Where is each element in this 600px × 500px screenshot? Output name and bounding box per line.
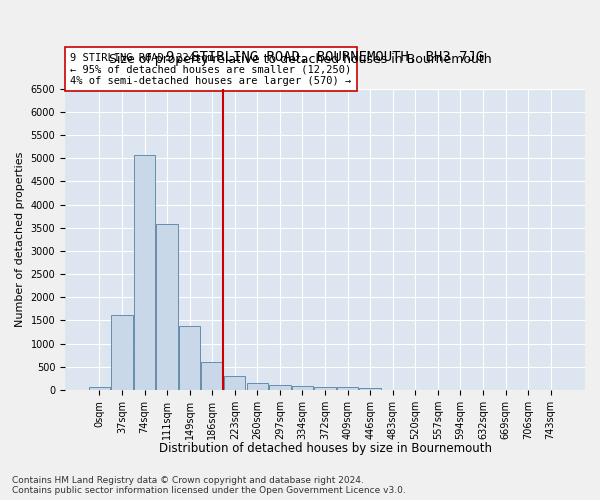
Bar	[134, 155, 155, 390]
Bar	[179, 326, 200, 390]
Bar	[359, 388, 381, 390]
Text: 9 STIRLING ROAD: 224sqm
← 95% of detached houses are smaller (12,250)
4% of semi: 9 STIRLING ROAD: 224sqm ← 95% of detache…	[70, 52, 352, 86]
Bar	[314, 387, 336, 390]
Bar	[157, 224, 178, 390]
Bar	[269, 385, 290, 390]
Text: Size of property relative to detached houses in Bournemouth: Size of property relative to detached ho…	[109, 52, 491, 66]
Bar	[89, 386, 110, 390]
Y-axis label: Number of detached properties: Number of detached properties	[15, 152, 25, 327]
Text: Contains HM Land Registry data © Crown copyright and database right 2024.
Contai: Contains HM Land Registry data © Crown c…	[12, 476, 406, 495]
Bar	[337, 388, 358, 390]
X-axis label: Distribution of detached houses by size in Bournemouth: Distribution of detached houses by size …	[158, 442, 491, 455]
Bar	[292, 386, 313, 390]
Title: 9, STIRLING ROAD, BOURNEMOUTH, BH3 7JG: 9, STIRLING ROAD, BOURNEMOUTH, BH3 7JG	[166, 50, 484, 64]
Bar	[224, 376, 245, 390]
Bar	[247, 383, 268, 390]
Bar	[202, 362, 223, 390]
Bar	[111, 314, 133, 390]
